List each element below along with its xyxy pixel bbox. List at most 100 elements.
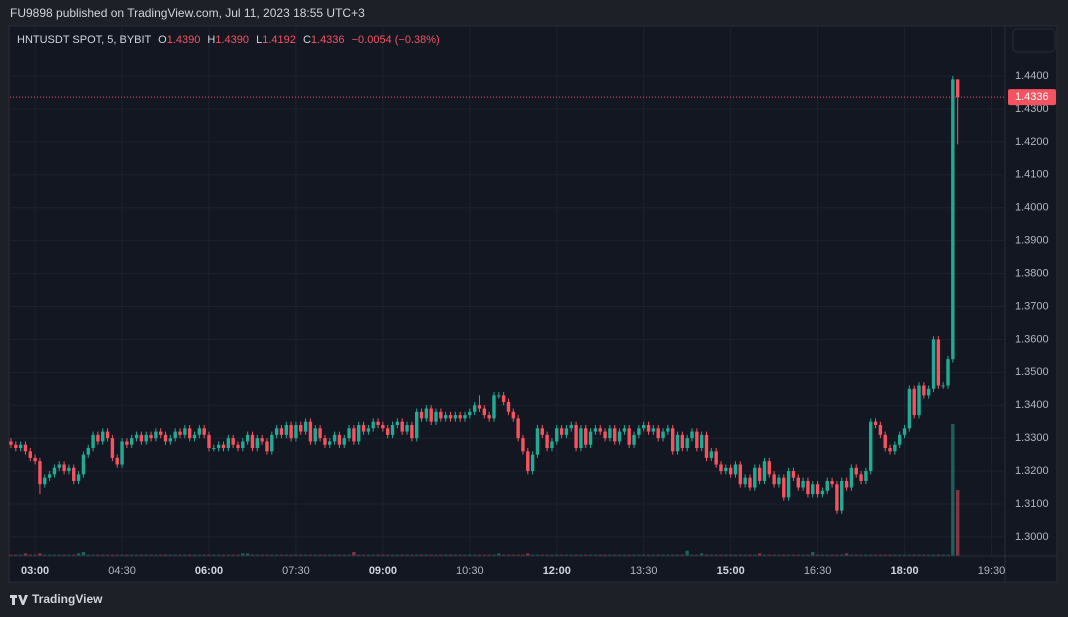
volume-bar <box>313 554 317 556</box>
volume-bar <box>33 554 37 556</box>
volume-bar <box>386 554 390 556</box>
candle-body <box>139 434 144 442</box>
y-tick-label: 1.3000 <box>1015 531 1049 543</box>
candle-body <box>801 480 805 488</box>
candle-body <box>236 444 240 449</box>
volume-bar <box>661 554 665 556</box>
y-tick-label: 1.3100 <box>1015 498 1049 510</box>
volume-bar <box>815 554 820 556</box>
candle-body <box>202 428 206 435</box>
volume-bar <box>550 554 554 556</box>
volume-bar <box>719 554 723 556</box>
volume-bar <box>381 554 385 556</box>
volume-bar <box>651 554 656 556</box>
candle-body <box>598 428 602 432</box>
volume-bar <box>284 554 288 556</box>
candle-body <box>762 461 767 481</box>
candle-body <box>463 415 467 419</box>
volume-bar <box>154 554 158 556</box>
volume-bar <box>47 554 52 556</box>
candle-body <box>366 428 371 432</box>
candle-body <box>545 434 549 449</box>
volume-bar <box>197 554 202 556</box>
volume-bar <box>260 554 264 556</box>
candle-body <box>67 467 71 472</box>
x-tick-label: 12:00 <box>543 565 571 577</box>
volume-bar <box>395 554 400 556</box>
candle-body <box>487 415 491 419</box>
volume-bar <box>728 554 733 556</box>
volume-bar <box>656 554 660 556</box>
volume-bar <box>265 554 269 556</box>
y-tick-label: 1.3600 <box>1015 333 1049 345</box>
candle-body <box>33 457 37 462</box>
volume-bar <box>487 554 491 556</box>
change: −0.0054 (−0.38%) <box>352 34 440 46</box>
last-price-label: 1.4336 <box>1015 91 1049 103</box>
volume-bar <box>323 554 327 556</box>
volume-bar <box>477 554 482 556</box>
volume-bar <box>332 554 337 556</box>
volume-bar <box>361 554 366 556</box>
volume-bar <box>733 554 738 556</box>
y-tick-label: 1.4200 <box>1015 136 1049 148</box>
volume-bar <box>704 554 709 556</box>
candle-body <box>308 421 313 442</box>
volume-bar <box>43 554 47 556</box>
candle-body <box>192 434 197 439</box>
candle-body <box>748 477 752 488</box>
y-tick-label: 1.3300 <box>1015 432 1049 444</box>
volume-bar <box>463 554 467 556</box>
candle-body <box>584 428 588 445</box>
x-tick-label: 07:30 <box>282 565 310 577</box>
candle-body <box>704 434 709 458</box>
candle-body <box>284 424 288 435</box>
volume-bar <box>250 554 255 556</box>
candle-body <box>270 434 274 452</box>
legend: HNTUSDT SPOT, 5, BYBIT O1.4390 H1.4390 L… <box>17 34 440 46</box>
volume-bar <box>864 554 868 556</box>
l-label: L <box>256 34 262 46</box>
volume-bar <box>516 554 520 556</box>
candle-body <box>859 474 863 481</box>
candle-body <box>893 444 897 452</box>
candle-body <box>72 467 76 481</box>
candle-body <box>405 424 409 432</box>
candle-body <box>492 395 496 419</box>
x-tick-label: 16:30 <box>804 565 832 577</box>
candle-body <box>178 431 182 435</box>
candle-body <box>419 411 424 419</box>
candle-body <box>613 428 617 442</box>
candle-body <box>448 415 453 419</box>
candle-body <box>429 408 433 422</box>
volume-bar <box>603 554 607 556</box>
volume-bar <box>946 554 950 556</box>
volume-bar <box>627 554 631 556</box>
volume-bar <box>791 554 796 556</box>
candle-body <box>434 411 438 422</box>
volume-bar <box>9 554 13 556</box>
volume-bar <box>410 554 414 556</box>
volume-bar <box>955 490 960 556</box>
volume-bar <box>96 554 100 556</box>
candle-body <box>115 457 119 465</box>
candle-body <box>187 428 192 439</box>
volume-bar <box>178 554 182 556</box>
volume-bar <box>424 554 429 556</box>
volume-bar <box>757 553 762 556</box>
menu-box[interactable] <box>1012 28 1056 53</box>
volume-bar <box>936 554 941 556</box>
volume-bar <box>714 554 718 556</box>
candle-body <box>62 464 66 472</box>
candle-body <box>811 484 815 495</box>
candle-body <box>163 434 168 442</box>
volume-bar <box>926 554 931 556</box>
candle-body <box>207 434 211 449</box>
candle-body <box>728 467 733 475</box>
volume-bar <box>670 554 675 556</box>
volume-bar <box>738 554 743 556</box>
candle-body <box>303 421 308 432</box>
candle-body <box>337 434 342 445</box>
candle-body <box>844 480 849 488</box>
volume-bar <box>81 552 86 556</box>
